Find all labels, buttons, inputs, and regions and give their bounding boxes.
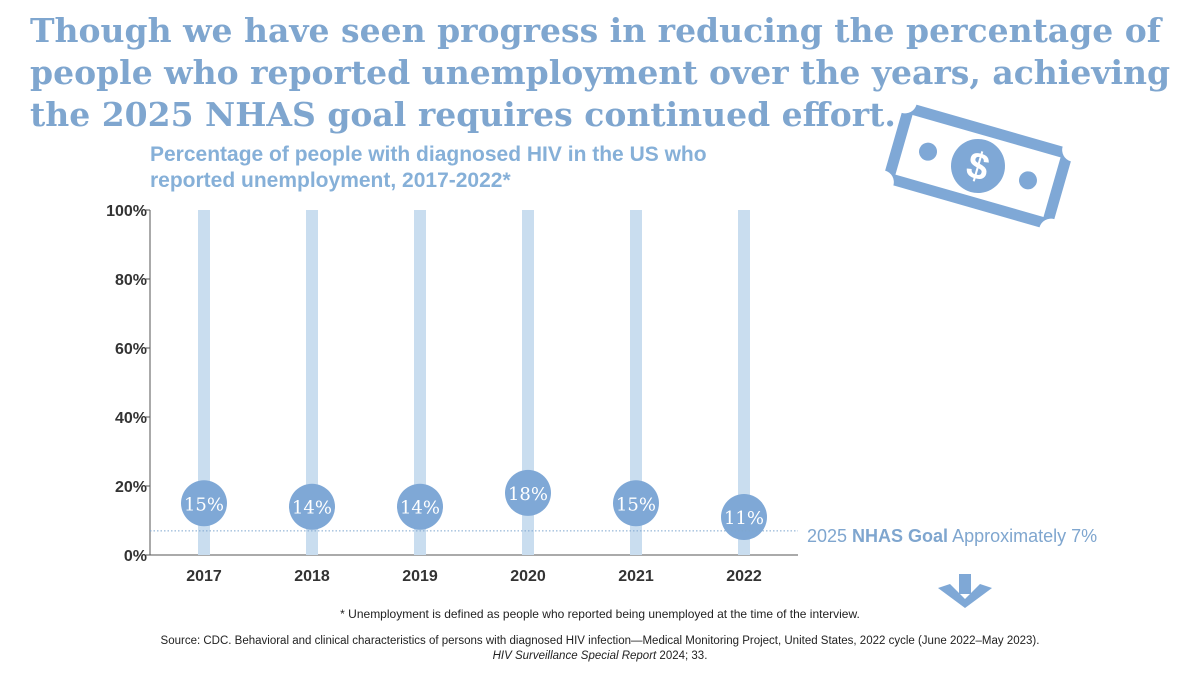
x-tick-label: 2020 bbox=[510, 568, 546, 585]
bar-track bbox=[738, 210, 750, 555]
x-tick-label: 2022 bbox=[726, 568, 762, 585]
y-tick-label: 60% bbox=[115, 341, 147, 358]
goal-prefix: 2025 bbox=[807, 526, 853, 546]
source-line1: Source: CDC. Behavioral and clinical cha… bbox=[160, 635, 1040, 647]
x-tick-label: 2019 bbox=[402, 568, 438, 585]
bars: 15% 2017 14% 2018 14% 2019 18% 2020 15% 2021 11% 20… bbox=[181, 210, 767, 585]
x-tick-label: 2018 bbox=[294, 568, 330, 585]
data-label: 11% bbox=[724, 508, 764, 529]
bar-value-marker bbox=[289, 483, 335, 530]
bar-track bbox=[630, 210, 642, 555]
bar-value-marker bbox=[721, 494, 767, 541]
x-tick-label: 2017 bbox=[186, 568, 222, 585]
source-tail: 2024; 33. bbox=[656, 650, 708, 662]
goal-label: 2025 NHAS Goal Approximately 7% bbox=[807, 526, 1097, 547]
source: Source: CDC. Behavioral and clinical cha… bbox=[0, 634, 1200, 664]
bar-track bbox=[198, 210, 210, 555]
source-journal: HIV Surveillance Special Report bbox=[492, 650, 657, 662]
goal-suffix: Approximately 7% bbox=[948, 526, 1098, 546]
chart-title: Percentage of people with diagnosed HIV … bbox=[150, 143, 707, 192]
data-label: 18% bbox=[508, 484, 548, 505]
down-arrow-icon bbox=[938, 574, 992, 608]
y-tick-label: 0% bbox=[124, 548, 147, 565]
dollar-bill-icon: $ bbox=[880, 100, 1080, 240]
footnote: * Unemployment is defined as people who … bbox=[340, 607, 860, 621]
data-label: 15% bbox=[184, 494, 224, 515]
x-tick-label: 2021 bbox=[618, 568, 654, 585]
data-label: 15% bbox=[616, 494, 656, 515]
y-tick-label: 80% bbox=[115, 272, 147, 289]
bar-track bbox=[306, 210, 318, 555]
headline: Though we have seen progress in reducing… bbox=[30, 11, 1171, 134]
bar-track bbox=[414, 210, 426, 555]
source-line2: HIV Surveillance Special Report 2024; 33… bbox=[0, 649, 1200, 664]
axes: 0% 20% 40% 60% 80% 100% bbox=[106, 203, 798, 565]
bar-value-marker bbox=[505, 469, 551, 516]
data-label: 14% bbox=[400, 498, 440, 519]
bar-value-marker bbox=[181, 480, 227, 527]
y-tick-label: 20% bbox=[115, 479, 147, 496]
bar-value-marker bbox=[613, 480, 659, 527]
data-label: 14% bbox=[292, 498, 332, 519]
y-tick-label: 100% bbox=[106, 203, 147, 220]
goal-emph: NHAS Goal bbox=[852, 526, 949, 546]
bar-track bbox=[522, 210, 534, 555]
y-tick-label: 40% bbox=[115, 410, 147, 427]
bar-value-marker bbox=[397, 483, 443, 530]
